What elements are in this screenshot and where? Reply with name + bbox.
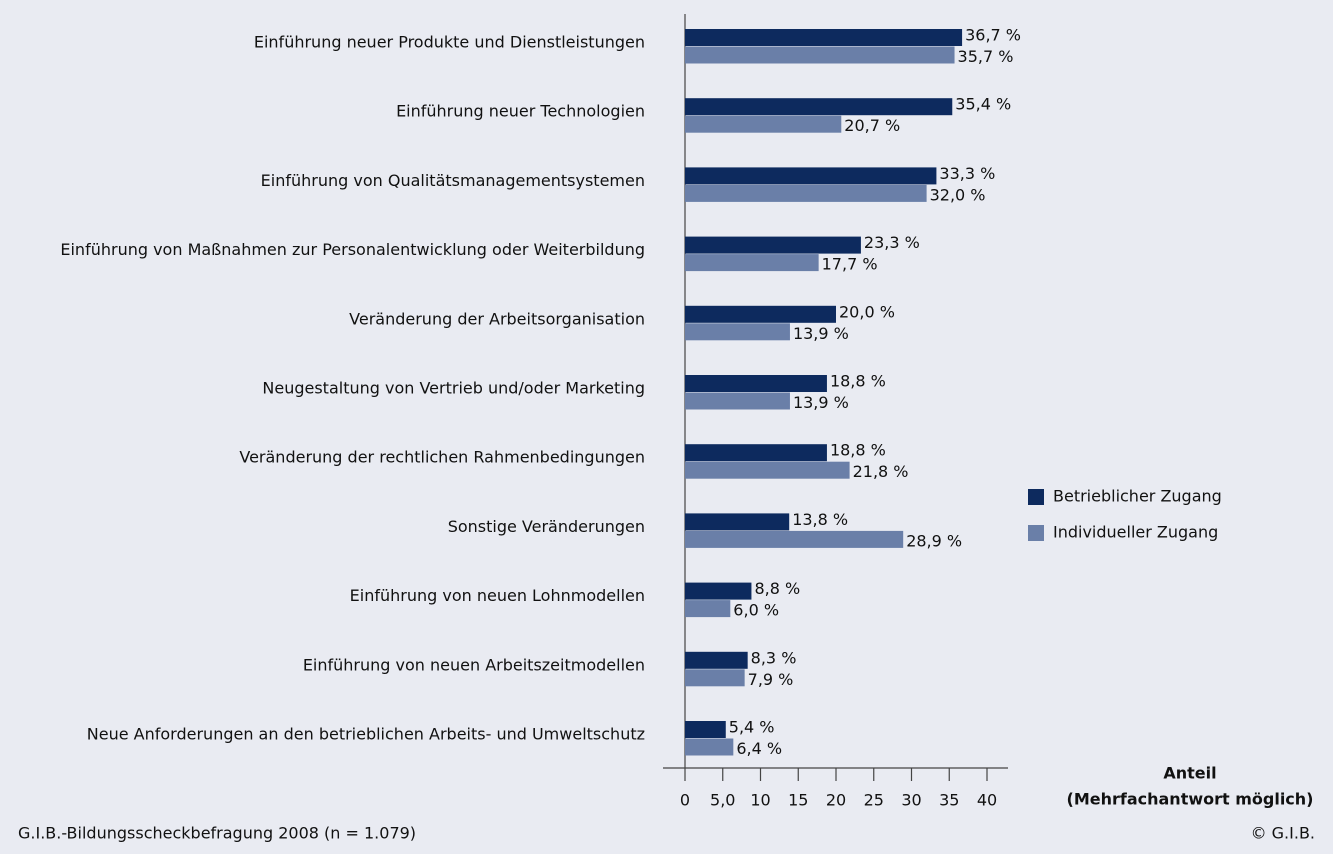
legend-label: Betrieblicher Zugang xyxy=(1053,487,1222,506)
bar xyxy=(685,530,904,548)
bar xyxy=(685,115,842,133)
value-label: 8,3 % xyxy=(751,648,797,667)
value-label: 32,0 % xyxy=(930,185,986,204)
value-label: 13,8 % xyxy=(792,510,848,529)
x-tick-label: 5,0 xyxy=(710,791,735,810)
value-label: 20,7 % xyxy=(844,116,900,135)
bar xyxy=(685,600,731,618)
bar xyxy=(685,236,861,254)
category-label: Veränderung der rechtlichen Rahmenbeding… xyxy=(239,448,645,467)
value-label: 17,7 % xyxy=(822,255,878,274)
bar xyxy=(685,184,927,202)
x-tick-label: 20 xyxy=(826,791,846,810)
bar xyxy=(685,669,745,687)
x-tick-label: 35 xyxy=(939,791,959,810)
value-label: 6,0 % xyxy=(733,601,779,620)
value-label: 21,8 % xyxy=(853,462,909,481)
x-tick-label: 0 xyxy=(680,791,690,810)
bar xyxy=(685,444,827,462)
category-label: Neue Anforderungen an den betrieblichen … xyxy=(87,725,645,744)
bar xyxy=(685,375,827,392)
value-label: 6,4 % xyxy=(736,739,782,758)
legend-swatch xyxy=(1028,489,1044,505)
bar xyxy=(685,46,955,64)
value-label: 18,8 % xyxy=(830,441,886,460)
value-label: 18,8 % xyxy=(830,372,886,391)
x-tick-label: 15 xyxy=(788,791,808,810)
x-tick-label: 30 xyxy=(901,791,921,810)
category-label: Einführung von neuen Lohnmodellen xyxy=(350,586,645,605)
legend-label: Individueller Zugang xyxy=(1053,523,1218,542)
bar xyxy=(685,392,790,410)
value-label: 23,3 % xyxy=(864,233,920,252)
bar xyxy=(685,738,734,756)
x-tick-label: 40 xyxy=(977,791,997,810)
value-label: 36,7 % xyxy=(965,26,1021,45)
category-label: Einführung von Maßnahmen zur Personalent… xyxy=(60,240,645,259)
axis-title: Anteil xyxy=(1163,764,1216,783)
value-label: 20,0 % xyxy=(839,302,895,321)
value-label: 13,9 % xyxy=(793,324,849,343)
bar xyxy=(685,29,963,46)
bar xyxy=(685,167,937,185)
value-label: 35,4 % xyxy=(955,95,1011,114)
bar xyxy=(685,721,726,738)
value-label: 13,9 % xyxy=(793,393,849,412)
category-label: Einführung von neuen Arbeitszeitmodellen xyxy=(303,655,645,674)
bar xyxy=(685,513,790,531)
category-label: Veränderung der Arbeitsorganisation xyxy=(349,309,645,328)
bar xyxy=(685,582,752,600)
source: G.I.B.-Bildungsscheckbefragung 2008 (n =… xyxy=(18,824,416,843)
category-label: Einführung neuer Technologien xyxy=(396,102,645,121)
x-tick-label: 10 xyxy=(750,791,770,810)
value-label: 8,8 % xyxy=(754,579,800,598)
value-label: 35,7 % xyxy=(958,47,1014,66)
axis-title: (Mehrfachantwort möglich) xyxy=(1067,790,1314,809)
value-label: 28,9 % xyxy=(906,531,962,550)
category-label: Sonstige Veränderungen xyxy=(448,517,645,536)
value-label: 33,3 % xyxy=(939,164,995,183)
x-tick-label: 25 xyxy=(864,791,884,810)
bar xyxy=(685,98,953,116)
bar xyxy=(685,651,748,669)
category-label: Neugestaltung von Vertrieb und/oder Mark… xyxy=(262,379,645,398)
bar xyxy=(685,461,850,479)
bar xyxy=(685,305,836,323)
bar xyxy=(685,254,819,272)
bar xyxy=(685,323,790,341)
category-label: Einführung von Qualitätsmanagementsystem… xyxy=(261,171,645,190)
value-label: 5,4 % xyxy=(729,718,775,737)
copyright: © G.I.B. xyxy=(1251,824,1315,843)
category-label: Einführung neuer Produkte und Dienstleis… xyxy=(254,33,645,52)
value-label: 7,9 % xyxy=(748,670,794,689)
legend-swatch xyxy=(1028,525,1044,541)
